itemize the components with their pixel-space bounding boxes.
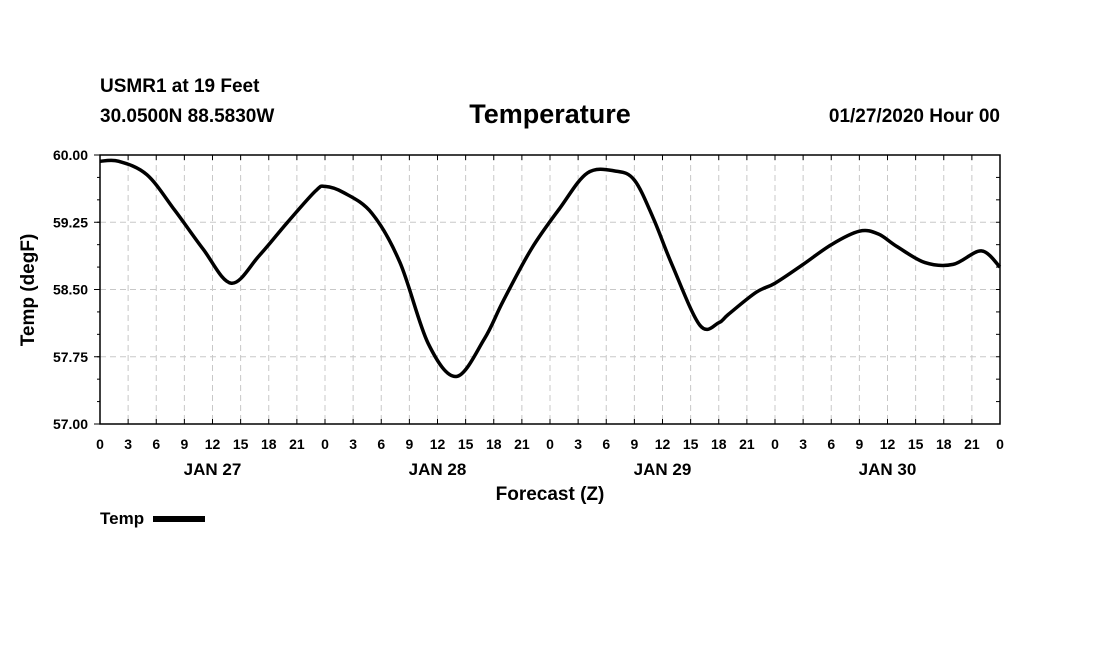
x-tick-label: 15 [683, 436, 699, 452]
legend: Temp [100, 509, 206, 529]
x-tick-label: 18 [486, 436, 502, 452]
y-tick-label: 58.50 [53, 282, 88, 298]
coordinates-label: 30.0500N 88.5830W [100, 106, 275, 127]
x-tick-label: 6 [377, 436, 385, 452]
legend-label: Temp [100, 509, 145, 528]
x-tick-label: 21 [964, 436, 980, 452]
ticks [94, 154, 1001, 425]
x-tick-label: 6 [827, 436, 835, 452]
x-tick-label: 9 [855, 436, 863, 452]
x-tick-label: 21 [289, 436, 305, 452]
x-tick-label: 6 [602, 436, 610, 452]
x-tick-label: 9 [630, 436, 638, 452]
x-tick-label: 21 [739, 436, 755, 452]
legend-line-swatch [153, 516, 206, 522]
x-tick-label: 15 [233, 436, 249, 452]
x-tick-label: 3 [574, 436, 582, 452]
date-label: JAN 27 [184, 460, 242, 479]
x-tick-label: 12 [430, 436, 446, 452]
x-tick-label: 3 [124, 436, 132, 452]
x-tick-label: 12 [205, 436, 221, 452]
x-tick-label: 0 [546, 436, 554, 452]
series-layer [99, 158, 1002, 379]
x-tick-label: 0 [771, 436, 779, 452]
date-label: JAN 29 [634, 460, 692, 479]
x-tick-label: 3 [349, 436, 357, 452]
x-tick-label: 9 [405, 436, 413, 452]
x-tick-label: 12 [655, 436, 671, 452]
x-tick-label: 0 [321, 436, 329, 452]
x-tick-label: 18 [936, 436, 952, 452]
x-tick-label: 15 [458, 436, 474, 452]
grid [100, 155, 1000, 424]
date-label: JAN 30 [859, 460, 917, 479]
x-tick-label: 21 [514, 436, 530, 452]
x-tick-label: 12 [880, 436, 896, 452]
x-tick-label: 18 [261, 436, 277, 452]
x-tick-label: 0 [96, 436, 104, 452]
date-label: JAN 28 [409, 460, 467, 479]
y-axis-label: Temp (degF) [18, 234, 39, 347]
x-tick-label: 6 [152, 436, 160, 452]
x-axis-label: Forecast (Z) [496, 484, 605, 505]
station-label: USMR1 at 19 Feet [100, 76, 260, 97]
x-tick-label: 3 [799, 436, 807, 452]
y-tick-label: 59.25 [53, 214, 88, 230]
x-tick-label: 15 [908, 436, 924, 452]
forecast-datetime: 01/27/2020 Hour 00 [828, 106, 1000, 127]
y-tick-label: 60.00 [53, 147, 88, 163]
x-tick-label: 9 [180, 436, 188, 452]
y-tick-label: 57.75 [53, 349, 88, 365]
series-line-temp [99, 158, 1002, 379]
chart-title: Temperature [469, 99, 631, 129]
axis-labels: 0 3 6 9 12 15 18 21 0 3 6 9 12 15 18 21 0 3 6 9 12 15 18 21 0 3 6 9… [53, 147, 1004, 479]
x-tick-label: 0 [996, 436, 1004, 452]
y-tick-label: 57.00 [53, 416, 88, 432]
x-tick-label: 18 [711, 436, 727, 452]
